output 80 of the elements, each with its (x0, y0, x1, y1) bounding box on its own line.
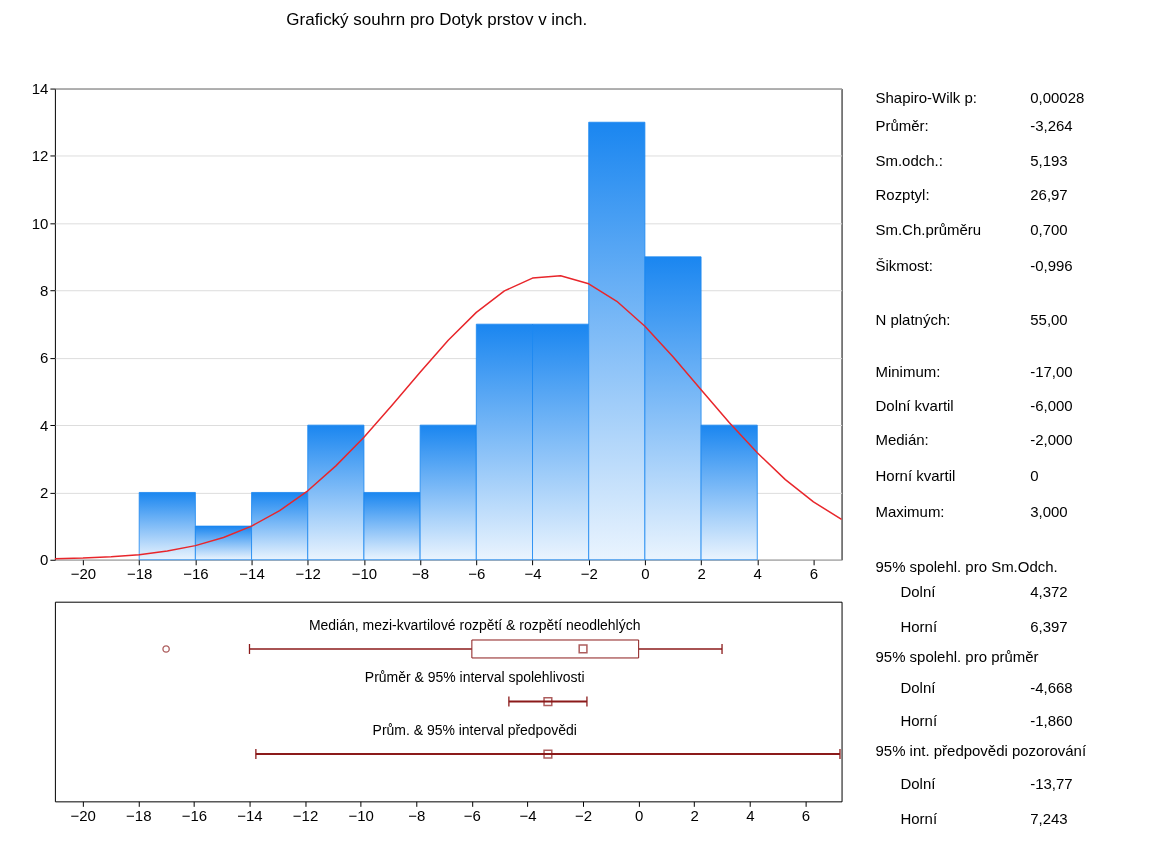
x-tick-label: −20 (70, 806, 96, 824)
text: Šikmost: (875, 257, 933, 275)
text: 0,00028 (1030, 88, 1085, 106)
text: Horní (900, 712, 938, 730)
x-tick-label: −20 (70, 565, 97, 583)
text: Průměr: (875, 117, 929, 135)
x-tick-label: −4 (524, 565, 542, 583)
x-tick-label: −18 (126, 806, 152, 824)
text: 4,372 (1030, 582, 1068, 600)
x-tick-label: −12 (295, 565, 321, 583)
text: Horní kvartil (875, 466, 956, 484)
text: 0,700 (1030, 221, 1068, 239)
line-series (54, 274, 843, 560)
text: Shapiro-Wilk p: (875, 88, 977, 106)
x-tick-label: −6 (468, 565, 486, 583)
text: -3,264 (1030, 117, 1073, 135)
y-tick-label: 4 (40, 416, 49, 434)
text: Dolní (900, 775, 937, 793)
y-tick-label: Průměr & 95% interval spolehlivosti (364, 669, 585, 686)
y-tick-label: Medián, mezi-kvartilové rozpětí & rozpětí neodlehlých (308, 616, 641, 633)
x-tick-label: −18 (126, 565, 153, 583)
text: Dolní kvartil (875, 397, 954, 415)
x-tick-label: −6 (463, 806, 481, 824)
x-tick-label: 0 (634, 806, 644, 824)
x-tick-label: −16 (183, 565, 209, 583)
text: 55,00 (1030, 311, 1068, 329)
x-tick-label: −8 (412, 565, 430, 583)
text: -4,668 (1030, 678, 1073, 696)
x-tick-label: −10 (348, 806, 374, 824)
y-tick-label: 14 (31, 80, 49, 98)
text: -1,860 (1030, 712, 1073, 730)
text: -0,996 (1030, 257, 1073, 275)
x-tick-label: −16 (181, 806, 208, 824)
x-tick-label: −2 (580, 565, 598, 583)
y-tick-label: 2 (40, 483, 49, 501)
x-tick-label: 2 (690, 806, 699, 824)
y-tick-label: 8 (40, 282, 49, 299)
text: N platných: (875, 311, 951, 329)
x-tick-label: −8 (408, 806, 426, 824)
text: 0 (1030, 466, 1039, 484)
x-tick-label: 6 (809, 565, 819, 583)
x-tick-label: −14 (237, 806, 263, 824)
text: Dolní (900, 582, 937, 600)
text: -13,77 (1030, 775, 1073, 793)
text: 95% spolehl. pro průměr (875, 647, 1039, 665)
chart-title: Grafický souhrn pro Dotyk prstov v inch. (286, 10, 588, 30)
x-tick-label: 0 (641, 565, 650, 583)
y-tick-label: 0 (40, 551, 49, 569)
y-tick-label: 10 (31, 214, 49, 232)
x-tick-label: −10 (351, 565, 378, 583)
x-tick-label: 4 (753, 565, 762, 583)
text: Minimum: (875, 363, 941, 381)
text: Rozptyl: (875, 186, 930, 204)
text: -2,000 (1030, 430, 1073, 448)
text: 3,000 (1030, 502, 1068, 520)
text: Horní (900, 810, 938, 828)
text: Horní (900, 617, 938, 635)
x-tick-label: −12 (292, 806, 319, 824)
x-tick-label: −2 (575, 806, 593, 824)
text: Sm.odch.: (875, 152, 943, 170)
x-tick-label: −4 (519, 806, 537, 824)
y-tick-label: 6 (40, 349, 49, 367)
text: -6,000 (1030, 397, 1073, 415)
text: 7,243 (1030, 810, 1068, 828)
text: -17,00 (1030, 363, 1073, 381)
text: 95% spolehl. pro Sm.Odch. (875, 557, 1058, 575)
text: 95% int. předpovědi pozorování (875, 742, 1087, 760)
x-tick-label: −14 (239, 565, 265, 583)
text: Medián: (875, 430, 929, 448)
text: Maximum: (875, 502, 945, 520)
text: 5,193 (1030, 152, 1068, 170)
x-tick-label: 6 (801, 806, 811, 824)
x-tick-label: 4 (746, 806, 755, 824)
text: 6,397 (1030, 617, 1068, 635)
text: Dolní (900, 678, 937, 696)
x-tick-label: 2 (697, 565, 706, 583)
text: 26,97 (1030, 186, 1068, 204)
text: Sm.Ch.průměru (875, 221, 982, 239)
y-tick-label: Prům. & 95% interval předpovědi (372, 721, 577, 738)
y-tick-label: 12 (31, 147, 49, 165)
